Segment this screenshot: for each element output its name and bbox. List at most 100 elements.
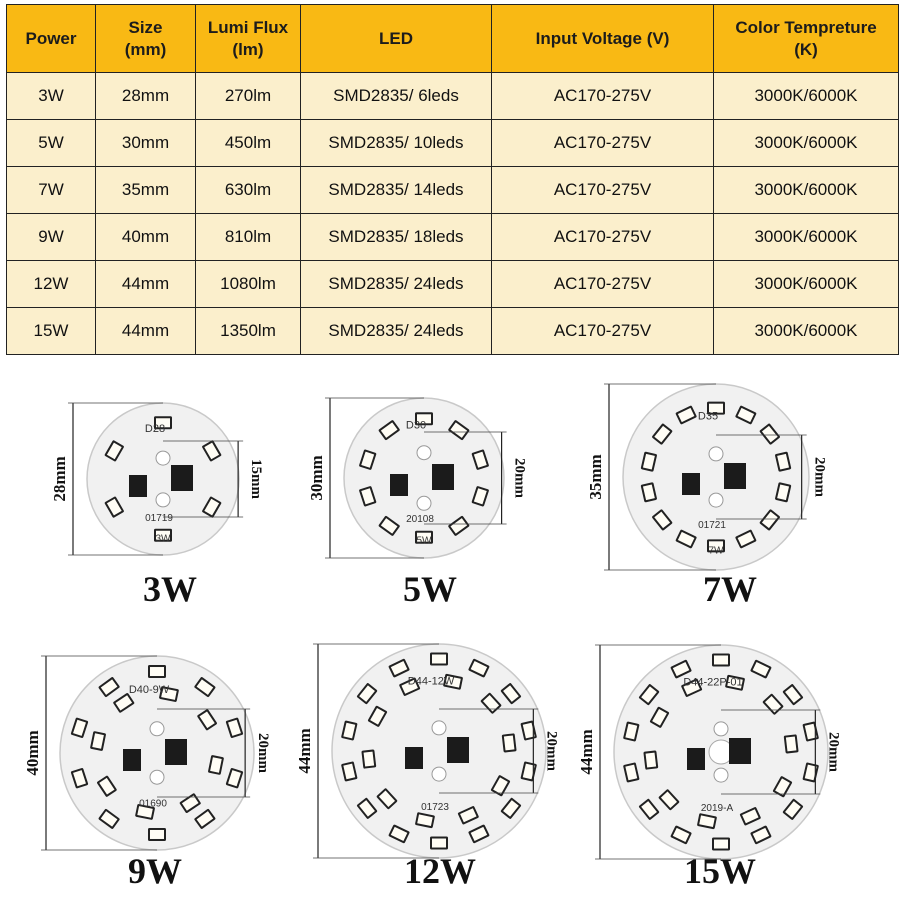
smd-led bbox=[782, 798, 804, 820]
mount-hole bbox=[713, 721, 729, 737]
driver-ic bbox=[171, 465, 193, 491]
mount-hole bbox=[149, 721, 165, 737]
smd-led bbox=[197, 709, 217, 731]
module-caption: 12W bbox=[404, 851, 476, 891]
smd-led bbox=[638, 798, 660, 820]
table-row: 9W 40mm 810lm SMD2835/ 18leds AC170-275V… bbox=[6, 213, 899, 261]
smd-led bbox=[225, 768, 244, 789]
diameter-label: 28mm bbox=[50, 456, 69, 501]
header-led: LED bbox=[300, 4, 492, 73]
cell-size: 44mm bbox=[95, 260, 196, 308]
smd-led bbox=[520, 720, 537, 741]
bridge-rectifier bbox=[390, 474, 408, 496]
smd-led bbox=[70, 768, 89, 789]
smd-led bbox=[443, 673, 463, 690]
spec-table: Power Size (mm) Lumi Flux (lm) LED Input… bbox=[6, 4, 899, 355]
bridge-rectifier bbox=[405, 747, 423, 769]
pcb-code: 20108 bbox=[406, 514, 434, 525]
diameter-label: 30mm bbox=[307, 455, 326, 500]
cell-color-temperature: 3000K/6000K bbox=[713, 307, 899, 355]
cell-size: 44mm bbox=[95, 307, 196, 355]
hole-spacing-label: 20mm bbox=[543, 731, 559, 771]
pcb-code: 01723 bbox=[421, 802, 449, 813]
cell-power: 3W bbox=[6, 72, 96, 120]
smd-led bbox=[707, 539, 725, 553]
pcb-power-mark: 7W bbox=[709, 545, 725, 556]
driver-ic bbox=[447, 737, 469, 763]
smd-led bbox=[697, 813, 717, 830]
smd-led bbox=[675, 405, 697, 425]
cell-led: SMD2835/ 24leds bbox=[300, 307, 492, 355]
smd-led bbox=[501, 733, 517, 753]
pcb-power-mark: 5W bbox=[417, 536, 433, 547]
table-row: 7W 35mm 630lm SMD2835/ 14leds AC170-275V… bbox=[6, 166, 899, 214]
smd-led bbox=[135, 804, 155, 820]
mount-hole bbox=[416, 495, 432, 511]
bridge-rectifier bbox=[682, 473, 700, 495]
smd-led bbox=[367, 705, 388, 727]
smd-led bbox=[341, 720, 358, 741]
table-row: 15W 44mm 1350lm SMD2835/ 24leds AC170-27… bbox=[6, 307, 899, 355]
smd-led bbox=[356, 683, 378, 705]
bridge-rectifier bbox=[123, 749, 141, 771]
driver-ic bbox=[165, 739, 187, 765]
cell-input-voltage: AC170-275V bbox=[491, 213, 714, 261]
smd-led bbox=[490, 775, 511, 797]
table-row: 12W 44mm 1080lm SMD2835/ 24leds AC170-27… bbox=[6, 260, 899, 308]
smd-led bbox=[104, 440, 124, 462]
cell-led: SMD2835/ 18leds bbox=[300, 213, 492, 261]
cell-led: SMD2835/ 14leds bbox=[300, 166, 492, 214]
smd-led bbox=[341, 761, 358, 782]
cell-input-voltage: AC170-275V bbox=[491, 307, 714, 355]
smd-led bbox=[356, 797, 378, 819]
mount-hole bbox=[149, 769, 165, 785]
bridge-rectifier bbox=[687, 748, 705, 770]
smd-led bbox=[359, 449, 377, 470]
smd-led bbox=[448, 515, 470, 536]
cell-size: 35mm bbox=[95, 166, 196, 214]
cell-size: 40mm bbox=[95, 213, 196, 261]
cell-lumi-flux: 1350lm bbox=[195, 307, 301, 355]
hole-spacing-label: 15mm bbox=[248, 459, 264, 499]
pcb-label: D44-12W bbox=[408, 676, 455, 688]
cell-power: 7W bbox=[6, 166, 96, 214]
smd-led bbox=[782, 684, 804, 706]
pcb-label: D35 bbox=[698, 410, 718, 422]
smd-led bbox=[415, 412, 433, 426]
smd-led bbox=[202, 496, 222, 518]
smd-led bbox=[775, 482, 792, 503]
smd-led bbox=[159, 686, 179, 702]
smd-led bbox=[658, 789, 680, 811]
cell-led: SMD2835/ 6leds bbox=[300, 72, 492, 120]
module-caption: 15W bbox=[684, 851, 756, 891]
smd-led bbox=[638, 684, 660, 706]
mount-hole bbox=[708, 492, 724, 508]
smd-led bbox=[762, 693, 784, 715]
driver-ic bbox=[724, 463, 746, 489]
smd-led bbox=[802, 762, 819, 783]
diameter-label: 44mm bbox=[295, 728, 314, 773]
module-caption: 9W bbox=[128, 851, 182, 891]
smd-led bbox=[739, 807, 761, 826]
smd-led bbox=[113, 693, 135, 713]
smd-led bbox=[681, 678, 703, 697]
smd-led bbox=[735, 405, 757, 425]
smd-led bbox=[775, 451, 792, 472]
smd-led bbox=[735, 529, 757, 549]
smd-led bbox=[759, 423, 780, 445]
smd-led bbox=[643, 750, 659, 770]
cell-size: 28mm bbox=[95, 72, 196, 120]
smd-led bbox=[725, 674, 745, 691]
smd-led bbox=[430, 652, 448, 666]
cell-lumi-flux: 1080lm bbox=[195, 260, 301, 308]
smd-led bbox=[194, 808, 216, 829]
pcb-label: D28 bbox=[145, 423, 165, 435]
diameter-label: 44mm bbox=[577, 729, 596, 774]
smd-led bbox=[623, 762, 640, 783]
diameter-label: 40mm bbox=[23, 730, 42, 775]
table-header-row: Power Size (mm) Lumi Flux (lm) LED Input… bbox=[6, 4, 899, 73]
